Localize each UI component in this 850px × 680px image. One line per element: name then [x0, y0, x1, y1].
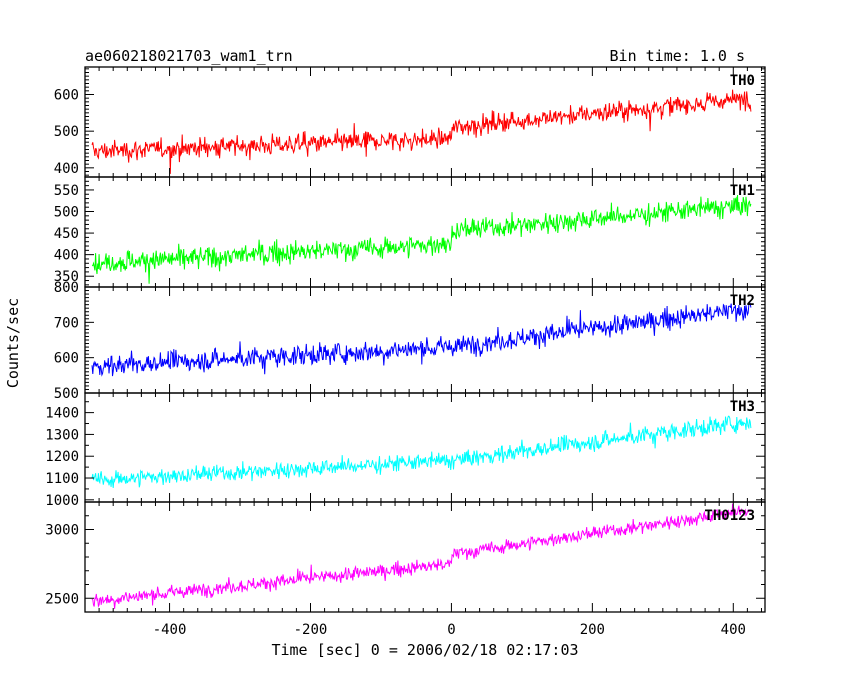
panel-label-th0: TH0 [730, 73, 755, 89]
panel-frame-th2 [84, 286, 766, 394]
y-tick-label: 1300 [45, 427, 79, 443]
y-tick-label: 800 [54, 280, 79, 296]
panel-label-th3: TH3 [730, 399, 755, 415]
series-line-th0 [91, 89, 752, 174]
y-tick-label: 350 [54, 269, 79, 285]
panel-frame-th3 [84, 392, 766, 503]
panel-label-th0123: TH0123 [704, 508, 755, 524]
x-tick-label: 0 [447, 622, 455, 638]
panel-label-th2: TH2 [730, 293, 755, 309]
y-tick-label: 600 [54, 88, 79, 104]
chart-title: ae060218021703_wam1_trn [85, 47, 293, 65]
x-tick-label: -400 [153, 622, 187, 638]
panel-frame-th1 [84, 176, 766, 288]
y-tick-label: 500 [54, 124, 79, 140]
y-tick-label: 450 [54, 226, 79, 242]
y-tick-label: 1200 [45, 449, 79, 465]
y-tick-label: 400 [54, 248, 79, 264]
y-tick-label: 400 [54, 161, 79, 177]
y-tick-label: 1100 [45, 471, 79, 487]
y-tick-label: 700 [54, 315, 79, 331]
y-axis-label: Counts/sec [4, 298, 22, 388]
y-tick-label: 500 [54, 205, 79, 221]
x-tick-label: 200 [580, 622, 605, 638]
y-tick-label: 1000 [45, 493, 79, 509]
panel-frame-th0123 [84, 501, 766, 613]
x-tick-label: 400 [721, 622, 746, 638]
series-line-th3 [91, 415, 752, 488]
y-tick-label: 3000 [45, 523, 79, 539]
panels-group: 400 500 600 TH0 350 400 450 500 550 TH1 500 600 700 8… [45, 66, 766, 638]
y-tick-label: 600 [54, 351, 79, 367]
series-line-th0123 [91, 503, 752, 609]
y-tick-label: 500 [54, 386, 79, 402]
panel-frame-th0 [84, 66, 766, 178]
y-tick-label: 2500 [45, 591, 79, 607]
panel-label-th1: TH1 [730, 183, 755, 199]
bin-time-label: Bin time: 1.0 s [610, 47, 745, 65]
series-line-th1 [91, 194, 752, 284]
x-tick-label: -200 [294, 622, 328, 638]
y-tick-label: 550 [54, 183, 79, 199]
y-tick-label: 1400 [45, 406, 79, 422]
x-axis-label: Time [sec] 0 = 2006/02/18 02:17:03 [271, 641, 578, 659]
series-line-th2 [91, 301, 752, 377]
